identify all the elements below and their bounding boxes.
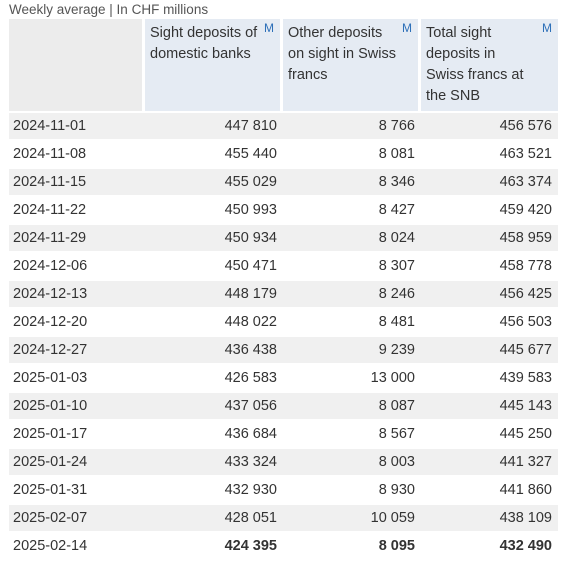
table-row: 2024-12-06 450 471 8 307 458 778: [9, 251, 558, 279]
total-sight-deposits-value: 441 327: [421, 447, 558, 475]
row-date: 2025-01-24: [9, 447, 145, 475]
row-date: 2024-11-22: [9, 195, 145, 223]
row-date: 2024-11-15: [9, 167, 145, 195]
total-sight-deposits-value: 432 490: [421, 531, 558, 559]
total-sight-deposits-value: 458 778: [421, 251, 558, 279]
column-header-other-deposits: Other deposits on sight in Swiss francs …: [283, 19, 421, 111]
row-date: 2024-12-20: [9, 307, 145, 335]
table-caption: Weekly average | In CHF millions: [9, 2, 209, 17]
column-header-total-sight-deposits: Total sight deposits in Swiss francs at …: [421, 19, 558, 111]
row-date: 2025-02-14: [9, 531, 145, 559]
row-date: 2024-11-29: [9, 223, 145, 251]
metadata-link[interactable]: M: [264, 21, 274, 35]
table-row: 2025-02-14 424 395 8 095 432 490: [9, 531, 558, 559]
total-sight-deposits-value: 458 959: [421, 223, 558, 251]
domestic-banks-value: 448 022: [145, 307, 283, 335]
row-date: 2024-12-06: [9, 251, 145, 279]
total-sight-deposits-value: 456 425: [421, 279, 558, 307]
total-sight-deposits-value: 445 143: [421, 391, 558, 419]
table-row: 2024-11-01 447 810 8 766 456 576: [9, 111, 558, 139]
other-deposits-value: 8 095: [283, 531, 421, 559]
table-row: 2024-12-27 436 438 9 239 445 677: [9, 335, 558, 363]
table-row: 2025-01-10 437 056 8 087 445 143: [9, 391, 558, 419]
other-deposits-value: 9 239: [283, 335, 421, 363]
table-body: 2024-11-01 447 810 8 766 456 576 2024-11-08 4…: [9, 111, 558, 559]
row-date: 2025-01-17: [9, 419, 145, 447]
domestic-banks-value: 450 471: [145, 251, 283, 279]
column-header-domestic-banks: Sight deposits of domestic banks M: [145, 19, 283, 111]
header-row: Sight deposits of domestic banks M Other…: [9, 19, 558, 111]
row-date: 2025-01-10: [9, 391, 145, 419]
table-row: 2024-11-15 455 029 8 346 463 374: [9, 167, 558, 195]
other-deposits-value: 13 000: [283, 363, 421, 391]
other-deposits-value: 8 930: [283, 475, 421, 503]
other-deposits-value: 8 427: [283, 195, 421, 223]
domestic-banks-value: 436 684: [145, 419, 283, 447]
table-row: 2024-11-29 450 934 8 024 458 959: [9, 223, 558, 251]
metadata-link[interactable]: M: [542, 21, 552, 35]
domestic-banks-value: 447 810: [145, 111, 283, 139]
other-deposits-value: 8 307: [283, 251, 421, 279]
domestic-banks-value: 426 583: [145, 363, 283, 391]
header-corner: [9, 19, 145, 111]
table-header: Sight deposits of domestic banks M Other…: [9, 19, 558, 111]
table-row: 2024-12-20 448 022 8 481 456 503: [9, 307, 558, 335]
table-row: 2025-02-07 428 051 10 059 438 109: [9, 503, 558, 531]
other-deposits-value: 8 087: [283, 391, 421, 419]
other-deposits-value: 10 059: [283, 503, 421, 531]
other-deposits-value: 8 024: [283, 223, 421, 251]
other-deposits-value: 8 481: [283, 307, 421, 335]
domestic-banks-value: 432 930: [145, 475, 283, 503]
sight-deposits-table: Sight deposits of domestic banks M Other…: [9, 19, 558, 559]
row-date: 2025-02-07: [9, 503, 145, 531]
table-row: 2025-01-24 433 324 8 003 441 327: [9, 447, 558, 475]
row-date: 2025-01-31: [9, 475, 145, 503]
row-date: 2024-12-27: [9, 335, 145, 363]
other-deposits-value: 8 081: [283, 139, 421, 167]
domestic-banks-value: 424 395: [145, 531, 283, 559]
table-row: 2025-01-31 432 930 8 930 441 860: [9, 475, 558, 503]
table-row: 2024-11-22 450 993 8 427 459 420: [9, 195, 558, 223]
domestic-banks-value: 433 324: [145, 447, 283, 475]
table-row: 2025-01-03 426 583 13 000 439 583: [9, 363, 558, 391]
column-header-label: Other deposits on sight in Swiss francs: [288, 25, 396, 83]
total-sight-deposits-value: 441 860: [421, 475, 558, 503]
total-sight-deposits-value: 456 503: [421, 307, 558, 335]
other-deposits-value: 8 766: [283, 111, 421, 139]
domestic-banks-value: 455 440: [145, 139, 283, 167]
row-date: 2024-11-08: [9, 139, 145, 167]
row-date: 2025-01-03: [9, 363, 145, 391]
other-deposits-value: 8 346: [283, 167, 421, 195]
total-sight-deposits-value: 445 677: [421, 335, 558, 363]
metadata-link[interactable]: M: [402, 21, 412, 35]
other-deposits-value: 8 003: [283, 447, 421, 475]
domestic-banks-value: 448 179: [145, 279, 283, 307]
other-deposits-value: 8 567: [283, 419, 421, 447]
domestic-banks-value: 450 934: [145, 223, 283, 251]
total-sight-deposits-value: 438 109: [421, 503, 558, 531]
domestic-banks-value: 455 029: [145, 167, 283, 195]
row-date: 2024-11-01: [9, 111, 145, 139]
total-sight-deposits-value: 456 576: [421, 111, 558, 139]
row-date: 2024-12-13: [9, 279, 145, 307]
domestic-banks-value: 437 056: [145, 391, 283, 419]
total-sight-deposits-value: 459 420: [421, 195, 558, 223]
total-sight-deposits-value: 463 521: [421, 139, 558, 167]
domestic-banks-value: 436 438: [145, 335, 283, 363]
total-sight-deposits-value: 445 250: [421, 419, 558, 447]
column-header-label: Sight deposits of domestic banks: [150, 25, 258, 62]
other-deposits-value: 8 246: [283, 279, 421, 307]
total-sight-deposits-value: 439 583: [421, 363, 558, 391]
domestic-banks-value: 428 051: [145, 503, 283, 531]
domestic-banks-value: 450 993: [145, 195, 283, 223]
table-row: 2024-12-13 448 179 8 246 456 425: [9, 279, 558, 307]
column-header-label: Total sight deposits in Swiss francs at …: [426, 25, 524, 104]
table-row: 2025-01-17 436 684 8 567 445 250: [9, 419, 558, 447]
total-sight-deposits-value: 463 374: [421, 167, 558, 195]
table-row: 2024-11-08 455 440 8 081 463 521: [9, 139, 558, 167]
